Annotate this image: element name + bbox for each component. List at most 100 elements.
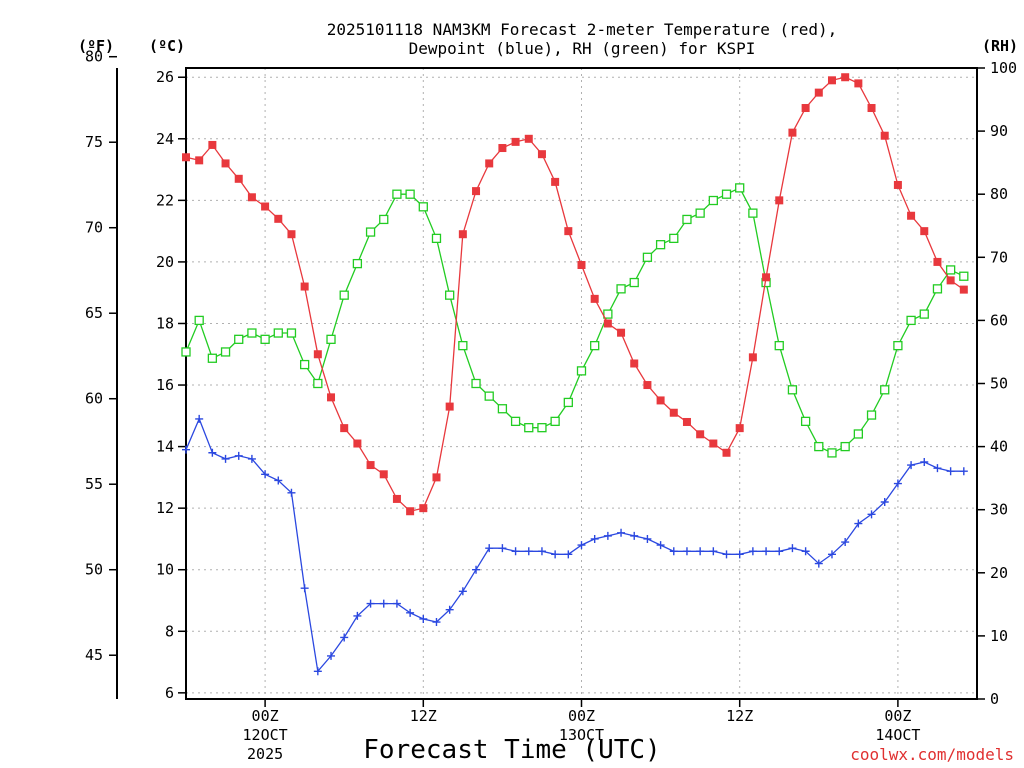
temperature-point bbox=[313, 350, 322, 359]
temperature-point bbox=[577, 260, 586, 269]
temperature-point bbox=[748, 353, 757, 362]
rh-point bbox=[669, 233, 679, 244]
temperature-point bbox=[340, 424, 349, 433]
chart-title-line2: Dewpoint (blue), RH (green) for KSPI bbox=[409, 39, 756, 58]
dewpoint-point bbox=[472, 565, 481, 574]
fahrenheit-unit-label: (ºF) bbox=[78, 37, 114, 55]
rh-point bbox=[774, 340, 784, 351]
rh-point bbox=[220, 347, 231, 357]
rh-point bbox=[827, 448, 837, 458]
dewpoint-point bbox=[617, 528, 626, 537]
rh-tick-label: 70 bbox=[990, 248, 1008, 266]
temperature-point bbox=[603, 319, 612, 328]
temperature-point bbox=[762, 273, 771, 282]
temperature-point bbox=[630, 359, 639, 368]
temperature-point bbox=[696, 430, 705, 439]
dewpoint-point bbox=[287, 488, 296, 497]
dewpoint-point bbox=[406, 608, 415, 617]
rh-point bbox=[326, 334, 336, 344]
celsius-tick-label: 8 bbox=[165, 622, 174, 640]
celsius-tick-label: 16 bbox=[156, 376, 174, 394]
rh-point bbox=[524, 423, 534, 433]
rh-point bbox=[708, 195, 718, 206]
dewpoint-point bbox=[630, 531, 639, 540]
dewpoint-point bbox=[511, 547, 520, 556]
temperature-point bbox=[458, 230, 467, 239]
celsius-tick-label: 18 bbox=[156, 314, 174, 332]
time-tick-label: 00Z bbox=[568, 707, 595, 725]
dewpoint-point bbox=[920, 457, 929, 466]
dewpoint-point bbox=[946, 467, 955, 476]
temperature-point bbox=[498, 144, 507, 153]
rh-series bbox=[181, 183, 969, 458]
time-tick-year: 2025 bbox=[247, 745, 283, 763]
rh-point bbox=[537, 423, 547, 433]
temperature-point bbox=[854, 79, 863, 88]
dewpoint-point bbox=[775, 547, 784, 556]
rh-point bbox=[273, 328, 283, 338]
dewpoint-point bbox=[564, 550, 573, 559]
temperature-point bbox=[709, 439, 718, 448]
rh-point bbox=[405, 189, 415, 199]
celsius-tick-label: 22 bbox=[156, 191, 174, 209]
dewpoint-point bbox=[959, 467, 968, 476]
celsius-tick-label: 26 bbox=[156, 68, 174, 86]
rh-point bbox=[260, 334, 270, 344]
x-axis-title: Forecast Time (UTC) bbox=[363, 735, 660, 765]
temperature-point bbox=[353, 439, 362, 448]
temperature-point bbox=[814, 88, 823, 97]
celsius-tick-label: 12 bbox=[156, 499, 174, 517]
rh-point bbox=[721, 189, 732, 199]
dewpoint-point bbox=[419, 614, 428, 623]
temperature-point bbox=[485, 159, 494, 168]
rh-point bbox=[418, 202, 428, 212]
rh-point bbox=[207, 353, 218, 363]
dewpoint-point bbox=[656, 541, 665, 550]
dewpoint-point bbox=[696, 547, 705, 556]
time-tick-date: 13OCT bbox=[559, 726, 604, 744]
dewpoint-point bbox=[762, 547, 771, 556]
dewpoint-point bbox=[893, 479, 902, 488]
dewpoint-point bbox=[577, 541, 586, 550]
rh-point bbox=[906, 315, 916, 326]
temperature-point bbox=[247, 193, 256, 202]
rh-point bbox=[945, 265, 956, 275]
celsius-tick-label: 24 bbox=[156, 130, 174, 148]
rh-tick-label: 30 bbox=[990, 501, 1008, 519]
time-tick-label: 00Z bbox=[884, 707, 911, 725]
dewpoint-point bbox=[300, 584, 309, 593]
rh-point bbox=[959, 271, 969, 281]
rh-point bbox=[497, 404, 508, 414]
temperature-point bbox=[946, 276, 955, 285]
temperature-point bbox=[511, 137, 520, 146]
rh-point bbox=[299, 359, 310, 370]
dewpoint-point bbox=[261, 470, 270, 479]
dewpoint-series bbox=[182, 414, 968, 676]
rh-point bbox=[194, 315, 204, 326]
rh-point bbox=[445, 290, 455, 300]
dewpoint-point bbox=[445, 605, 454, 614]
temperature-point bbox=[221, 159, 230, 168]
temperature-point bbox=[524, 134, 533, 143]
dewpoint-point bbox=[313, 667, 322, 676]
temperature-point bbox=[590, 294, 599, 303]
dewpoint-point bbox=[182, 445, 190, 454]
dewpoint-point bbox=[327, 651, 336, 660]
dewpoint-point bbox=[603, 531, 612, 540]
temperature-point bbox=[682, 417, 691, 426]
celsius-axis: 6 8 10 12 14 16 18 20 22 24 26 bbox=[156, 68, 186, 702]
dewpoint-point bbox=[801, 547, 810, 556]
rh-point bbox=[814, 441, 824, 452]
dewpoint-point bbox=[854, 519, 863, 528]
rh-tick-label: 0 bbox=[990, 690, 999, 708]
rh-tick-label: 50 bbox=[990, 375, 1008, 393]
rh-point bbox=[616, 284, 626, 294]
dewpoint-point bbox=[841, 538, 850, 547]
temperature-point bbox=[735, 424, 744, 433]
temperature-point bbox=[959, 285, 968, 294]
dewpoint-point bbox=[208, 448, 217, 457]
rh-point bbox=[563, 397, 573, 408]
rh-point bbox=[339, 290, 349, 300]
